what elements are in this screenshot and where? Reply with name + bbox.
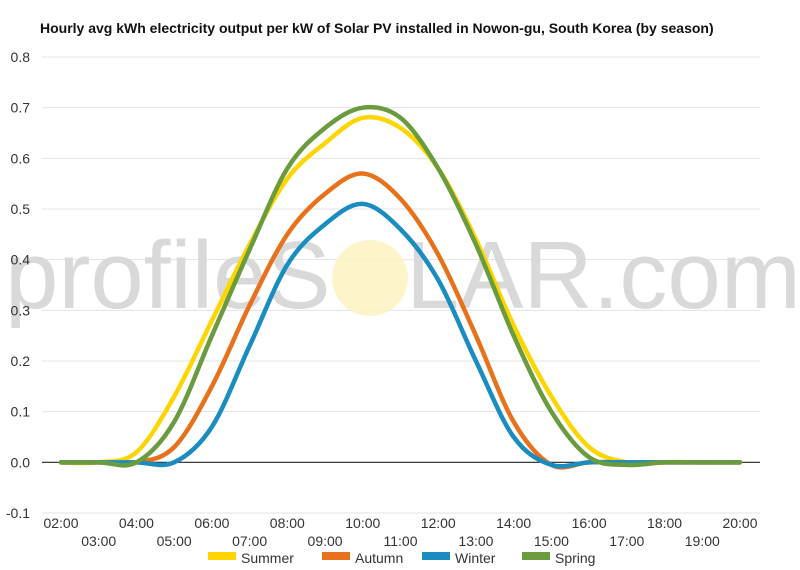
series-line-winter [58,201,743,469]
x-tick-label: 19:00 [685,533,720,549]
legend-swatch-summer [208,552,236,560]
y-tick-label: 0.8 [11,49,31,65]
x-tick-label: 18:00 [647,515,682,531]
y-tick-label: 0.7 [11,100,31,116]
legend-swatch-autumn [322,552,350,560]
watermark: profileS LAR.com [5,222,800,329]
x-tick-label: 04:00 [119,515,154,531]
x-tick-label: 03:00 [81,533,116,549]
chart-title: Hourly avg kWh electricity output per kW… [40,20,714,36]
x-tick-label: 06:00 [194,515,229,531]
series-line-spring [58,104,743,468]
x-tick-label: 12:00 [421,515,456,531]
x-tick-label: 13:00 [458,533,493,549]
y-tick-label: -0.1 [6,505,30,521]
x-tick-label: 17:00 [609,533,644,549]
x-tick-label: 05:00 [157,533,192,549]
y-tick-label: 0.6 [11,150,31,166]
x-tick-label: 14:00 [496,515,531,531]
y-axis-ticks: -0.1 0.0 0.1 0.2 0.3 0.4 0.5 0.6 0.7 0.8 [6,49,30,521]
x-tick-label: 07:00 [232,533,267,549]
y-tick-label: 0.0 [11,454,31,470]
legend-swatch-spring [522,552,550,560]
legend-swatch-winter [422,552,450,560]
x-tick-label: 15:00 [534,533,569,549]
legend-label-summer: Summer [241,550,294,566]
legend: Summer Autumn Winter Spring [208,550,595,566]
x-tick-label: 09:00 [308,533,343,549]
legend-label-winter: Winter [455,550,496,566]
y-tick-label: 0.3 [11,302,31,318]
y-tick-label: 0.4 [11,252,31,268]
x-tick-label: 08:00 [270,515,305,531]
y-tick-label: 0.2 [11,353,31,369]
x-tick-label: 16:00 [572,515,607,531]
y-tick-label: 0.1 [11,404,31,420]
watermark-sun-logo [332,240,408,316]
y-tick-label: 0.5 [11,201,31,217]
x-tick-label: 02:00 [43,515,78,531]
series-lines [58,104,743,470]
x-axis-ticks: 02:00 04:00 06:00 08:00 10:00 12:00 14:00 16:00… [43,515,757,549]
x-tick-label: 11:00 [384,533,418,549]
legend-label-autumn: Autumn [355,550,403,566]
legend-label-spring: Spring [555,550,595,566]
x-tick-label: 10:00 [345,515,380,531]
watermark-text-left: profileS [5,222,331,329]
x-tick-label: 20:00 [722,515,757,531]
